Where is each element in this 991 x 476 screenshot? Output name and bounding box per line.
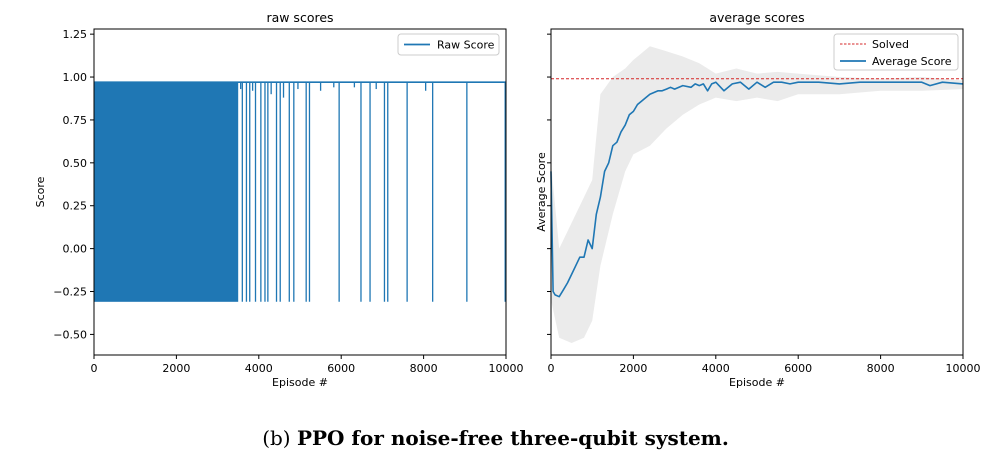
x-tick-label-0: 0	[548, 362, 555, 375]
average-scores-legend: Solved Average Score	[833, 33, 959, 71]
x-tick-label-5: 10000	[489, 362, 524, 375]
raw-scores-xlabel: Episode #	[272, 376, 328, 389]
x-tick-label-2: 4000	[245, 362, 273, 375]
x-tick-label-4: 8000	[867, 362, 895, 375]
average-scores-title: average scores	[709, 10, 804, 25]
y-tick-label-7: 1.25	[63, 28, 88, 41]
legend-raw-score-label: Raw Score	[437, 39, 495, 52]
y-tick-label-5: 0.75	[63, 114, 88, 127]
raw-scores-ticks: 0 2000 4000 6000 8000 10000 −0.50 −0.25 0.00 0.25…	[53, 28, 523, 375]
x-tick-label-5: 10000	[946, 362, 981, 375]
x-tick-label-4: 8000	[410, 362, 438, 375]
raw-score-dense-region	[94, 82, 239, 302]
y-tick-label-0: −0.50	[53, 328, 87, 341]
average-score-range-band	[551, 46, 963, 343]
average-scores-ticks: 0 2000 4000 6000 8000 10000	[547, 33, 981, 375]
average-scores-ylabel: Average Score	[535, 152, 548, 232]
figure: raw scores 0 2000 4000 6000 8000 10000 −0.50 −0…	[34, 10, 981, 389]
x-tick-label-2: 4000	[702, 362, 730, 375]
x-tick-label-3: 6000	[327, 362, 355, 375]
y-tick-label-6: 1.00	[63, 71, 88, 84]
figure-caption: (b) PPO for noise-free three-qubit syste…	[0, 426, 991, 450]
legend-average-score-label: Average Score	[872, 55, 952, 68]
x-tick-label-3: 6000	[784, 362, 812, 375]
x-tick-label-1: 2000	[619, 362, 647, 375]
raw-scores-plot-frame	[93, 28, 507, 356]
average-score-series	[550, 81, 964, 298]
x-tick-label-0: 0	[91, 362, 98, 375]
legend-solved-label: Solved	[872, 38, 909, 51]
raw-scores-panel: raw scores 0 2000 4000 6000 8000 10000 −0.50 −0…	[34, 10, 524, 389]
x-tick-label-1: 2000	[162, 362, 190, 375]
caption-text: PPO for noise-free three-qubit system.	[296, 426, 729, 450]
average-score-band	[551, 46, 963, 343]
raw-scores-legend: Raw Score	[397, 33, 500, 56]
y-tick-label-1: −0.25	[53, 286, 87, 299]
average-score-line	[550, 81, 964, 298]
y-tick-label-3: 0.25	[63, 200, 88, 213]
average-scores-panel: average scores 0 2000 4000 6000 8000 10000 Ep…	[535, 10, 981, 389]
y-tick-label-2: 0.00	[63, 243, 88, 256]
y-tick-label-4: 0.50	[63, 157, 88, 170]
raw-score-fill	[94, 82, 239, 302]
caption-label: (b)	[262, 426, 291, 450]
raw-scores-title: raw scores	[266, 10, 333, 25]
raw-score-series	[94, 81, 506, 302]
average-scores-xlabel: Episode #	[729, 376, 785, 389]
raw-scores-ylabel: Score	[34, 176, 47, 207]
average-scores-plot-frame	[550, 28, 964, 356]
